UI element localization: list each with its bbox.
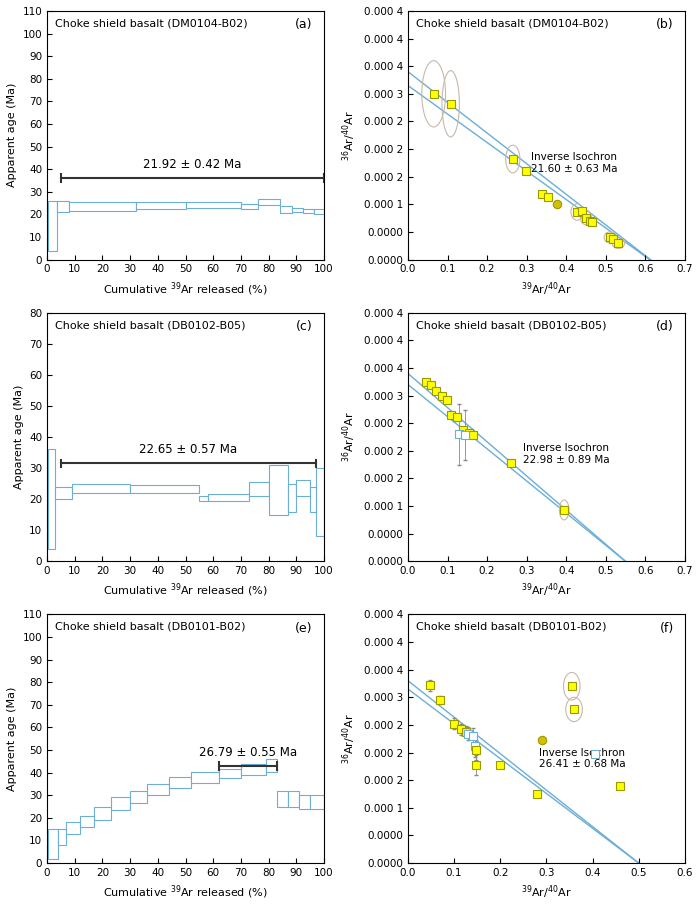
Bar [299,795,310,809]
Bar [249,482,269,496]
Y-axis label: $^{36}$Ar/$^{40}$Ar: $^{36}$Ar/$^{40}$Ar [341,411,358,462]
Text: (d): (d) [656,321,673,333]
Text: Choke shield basalt (DM0104-B02): Choke shield basalt (DM0104-B02) [416,18,609,28]
Bar [72,484,130,493]
Bar [241,764,266,775]
Text: Choke shield basalt (DB0101-B02): Choke shield basalt (DB0101-B02) [55,622,246,632]
X-axis label: $^{39}$Ar/$^{40}$Ar: $^{39}$Ar/$^{40}$Ar [521,582,572,599]
Bar [136,202,186,209]
Y-axis label: $^{36}$Ar/$^{40}$Ar: $^{36}$Ar/$^{40}$Ar [341,714,358,765]
Bar [314,209,324,214]
Bar [55,487,72,499]
Text: (c): (c) [296,321,313,333]
Bar [69,202,136,211]
Bar [269,465,288,515]
Bar [310,487,316,511]
Bar [310,795,324,809]
Text: 21.92 ± 0.42 Ma: 21.92 ± 0.42 Ma [144,158,242,172]
Bar [111,797,130,810]
Bar [218,769,241,778]
X-axis label: Cumulative $^{39}$Ar released (%): Cumulative $^{39}$Ar released (%) [103,883,268,901]
Bar [130,485,199,493]
Bar [266,759,277,772]
Y-axis label: Apparent age (Ma): Apparent age (Ma) [13,385,24,489]
Bar [147,784,169,795]
Text: Choke shield basalt (DB0102-B05): Choke shield basalt (DB0102-B05) [416,321,607,331]
Y-axis label: Apparent age (Ma): Apparent age (Ma) [7,686,17,791]
Text: (f): (f) [659,622,673,635]
Text: (e): (e) [295,622,313,635]
Bar [58,829,66,845]
Bar [288,484,296,511]
Bar [280,206,292,213]
Bar [288,791,299,806]
Text: 22.65 ± 0.57 Ma: 22.65 ± 0.57 Ma [139,443,237,457]
Text: Choke shield basalt (DB0102-B05): Choke shield basalt (DB0102-B05) [55,321,246,331]
Text: Inverse Isochron
26.41 ± 0.68 Ma: Inverse Isochron 26.41 ± 0.68 Ma [540,747,626,769]
Text: 26.79 ± 0.55 Ma: 26.79 ± 0.55 Ma [199,745,297,759]
Bar [57,201,69,212]
Bar [80,815,94,827]
Text: Choke shield basalt (DB0101-B02): Choke shield basalt (DB0101-B02) [416,622,607,632]
Bar [316,468,324,537]
Bar [48,449,55,548]
Y-axis label: Apparent age (Ma): Apparent age (Ma) [7,83,17,187]
Bar [208,495,249,500]
Bar [277,791,288,806]
Bar [191,772,218,783]
Bar [303,209,314,213]
Bar [94,806,111,820]
Bar [130,791,147,804]
Bar [169,777,191,788]
Bar [48,829,58,859]
Bar [48,201,57,251]
Text: Inverse Isochron
21.60 ± 0.63 Ma: Inverse Isochron 21.60 ± 0.63 Ma [531,153,617,174]
Text: Choke shield basalt (DM0104-B02): Choke shield basalt (DM0104-B02) [55,18,248,28]
Bar [66,823,80,834]
Bar [199,496,208,500]
Text: (a): (a) [295,18,313,32]
Bar [241,204,258,209]
Text: Inverse Isochron
22.98 ± 0.89 Ma: Inverse Isochron 22.98 ± 0.89 Ma [523,443,609,465]
Bar [292,208,303,212]
Bar [296,480,310,496]
Bar [186,202,241,208]
X-axis label: $^{39}$Ar/$^{40}$Ar: $^{39}$Ar/$^{40}$Ar [521,280,572,298]
X-axis label: Cumulative $^{39}$Ar released (%): Cumulative $^{39}$Ar released (%) [103,582,268,599]
X-axis label: Cumulative $^{39}$Ar released (%): Cumulative $^{39}$Ar released (%) [103,280,268,298]
Bar [258,199,280,205]
Text: (b): (b) [656,18,673,32]
Y-axis label: $^{36}$Ar/$^{40}$Ar: $^{36}$Ar/$^{40}$Ar [341,110,358,161]
X-axis label: $^{39}$Ar/$^{40}$Ar: $^{39}$Ar/$^{40}$Ar [521,883,572,901]
